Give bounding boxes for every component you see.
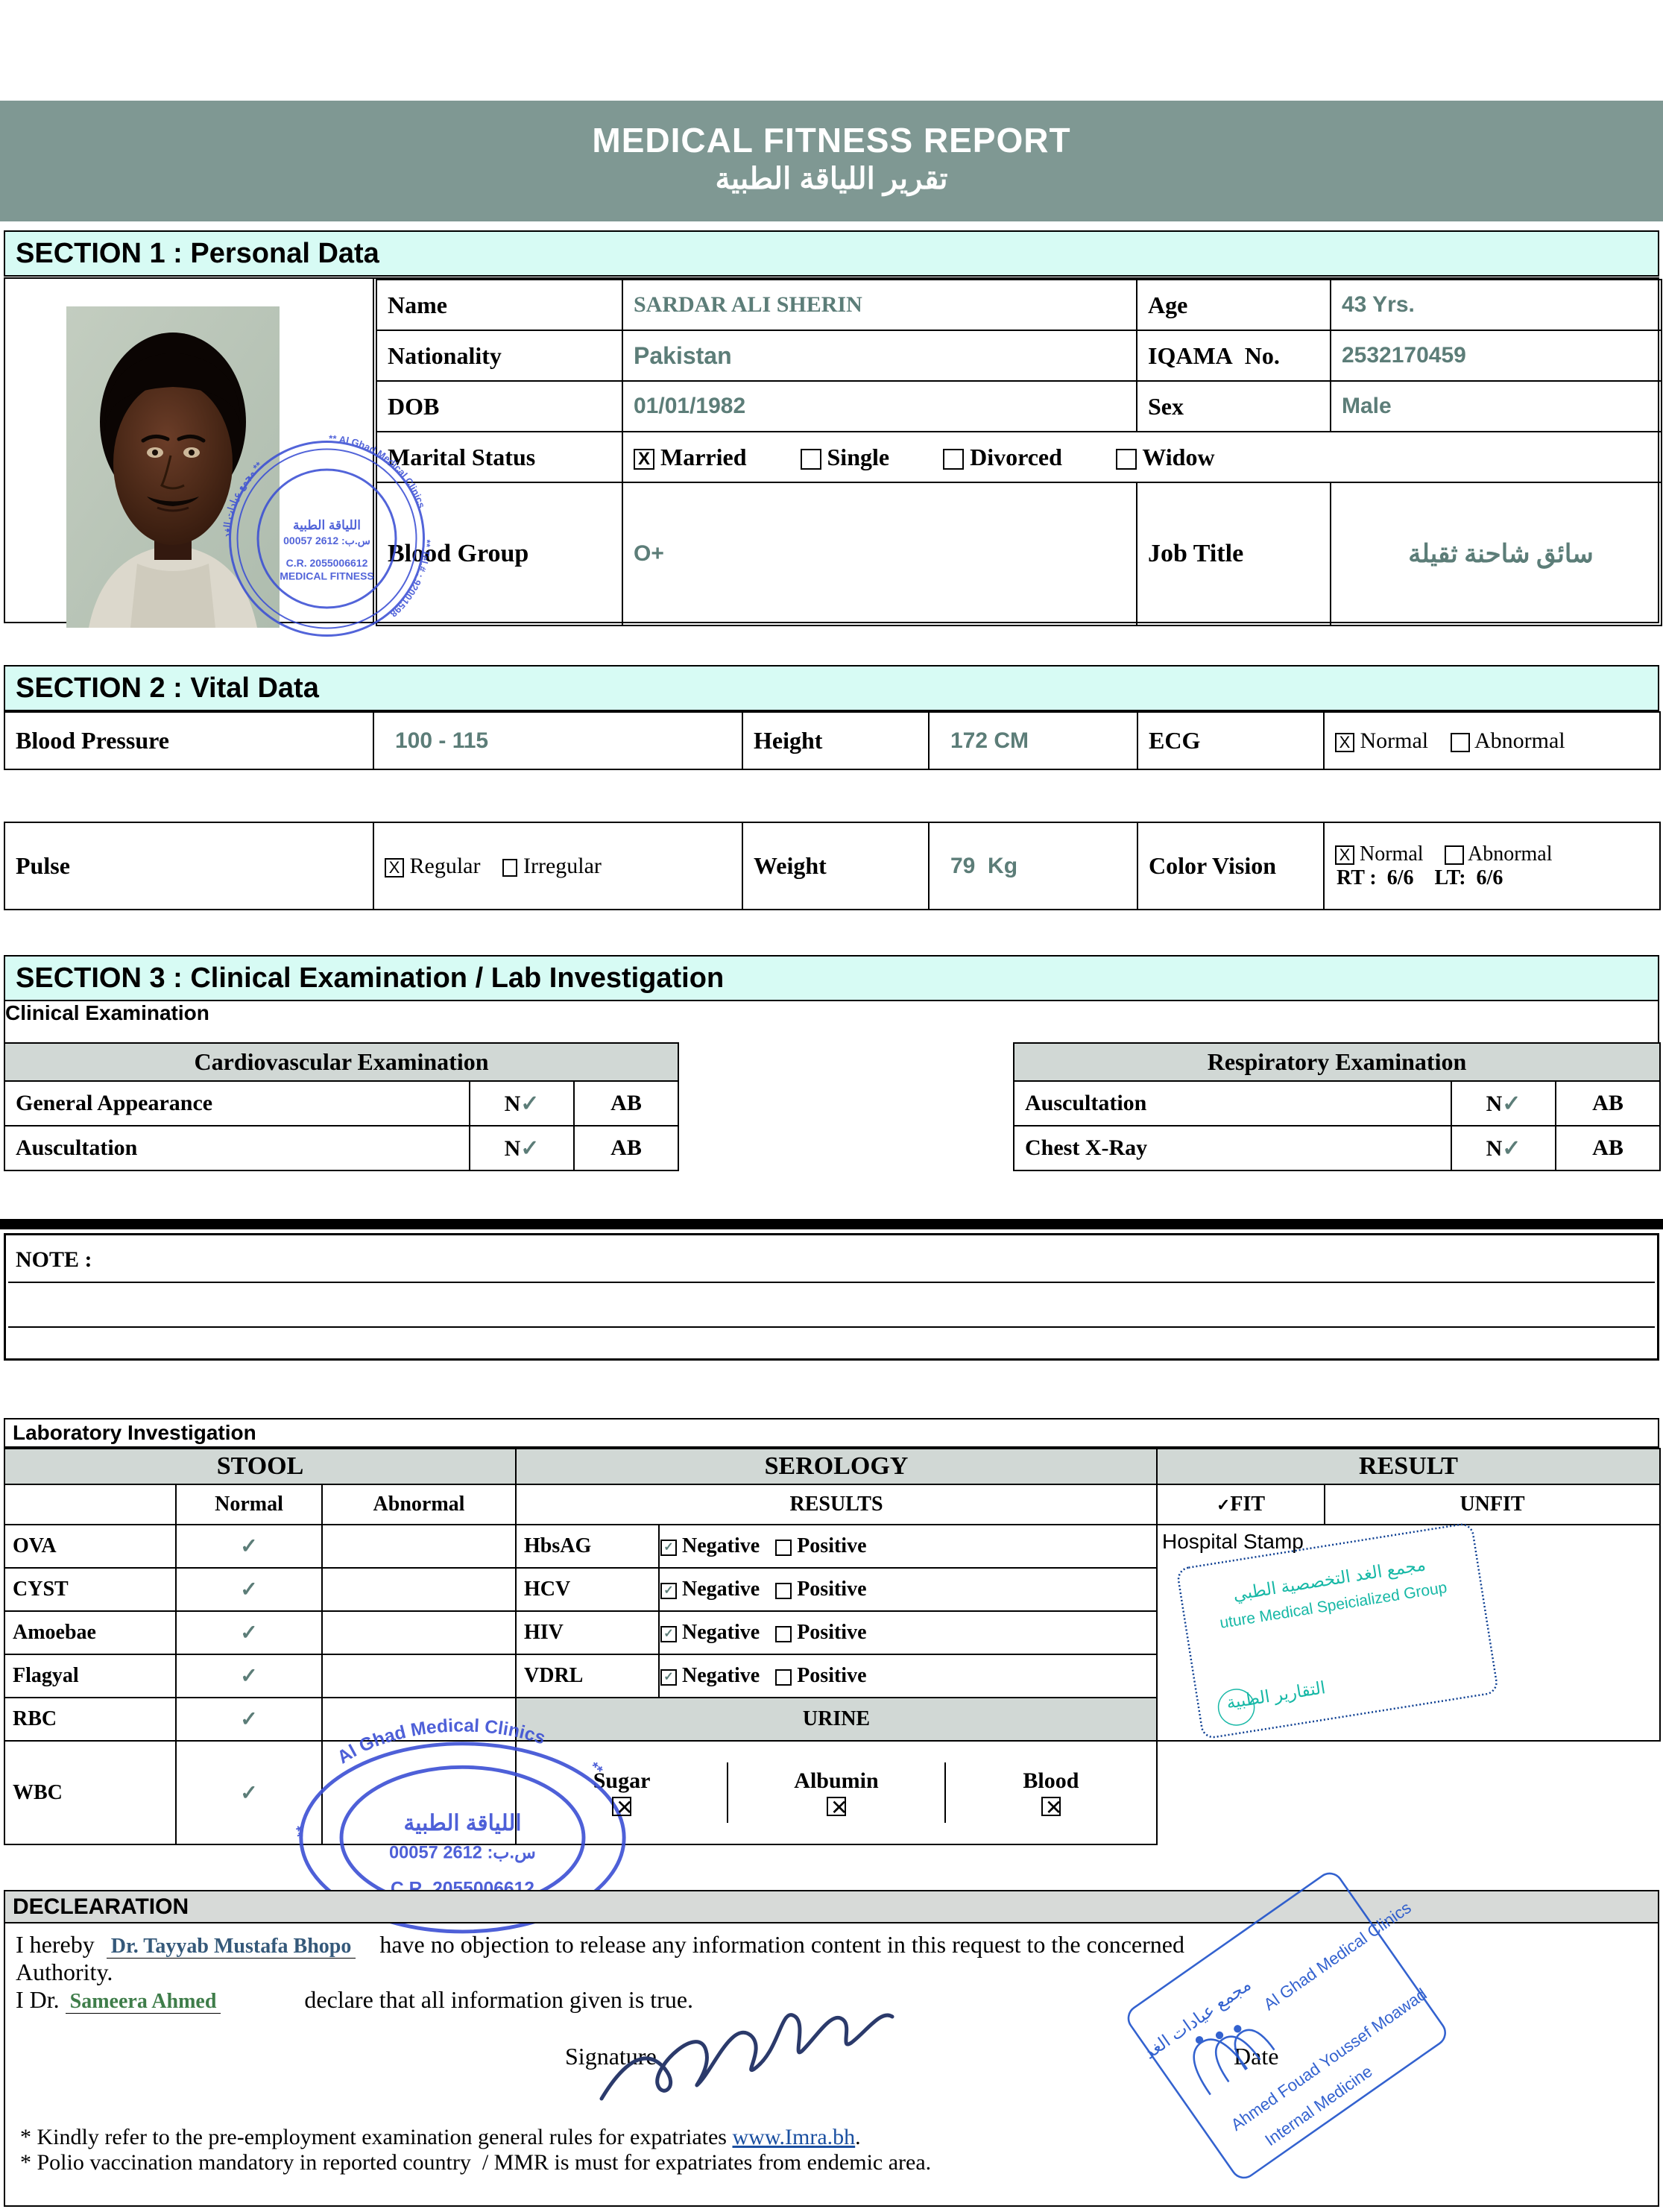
svg-text:Al Ghad Medical Clinics: Al Ghad Medical Clinics <box>1260 1898 1415 2014</box>
svg-text:التقارير الطبية: التقارير الطبية <box>1225 1677 1327 1713</box>
svg-text:**: ** <box>293 1824 312 1839</box>
svg-text:MEDICAL FITNESS: MEDICAL FITNESS <box>280 570 374 582</box>
svg-text:**: ** <box>586 1759 605 1779</box>
svg-text:اللياقة الطبية: اللياقة الطبية <box>403 1811 521 1836</box>
svg-text:اللياقة الطبية: اللياقة الطبية <box>293 518 361 532</box>
svg-text:مجمع عيادات الغد: مجمع عيادات الغد <box>1140 1974 1255 2063</box>
svg-text:س.ب: 2612 00057: س.ب: 2612 00057 <box>283 535 370 547</box>
svg-text:س.ب: 2612 00057: س.ب: 2612 00057 <box>389 1843 536 1863</box>
svg-text:Ahmed Fouad Youssef Moawad: Ahmed Fouad Youssef Moawad <box>1228 1985 1430 2134</box>
svg-text:C.R. 2055006612: C.R. 2055006612 <box>286 557 368 569</box>
